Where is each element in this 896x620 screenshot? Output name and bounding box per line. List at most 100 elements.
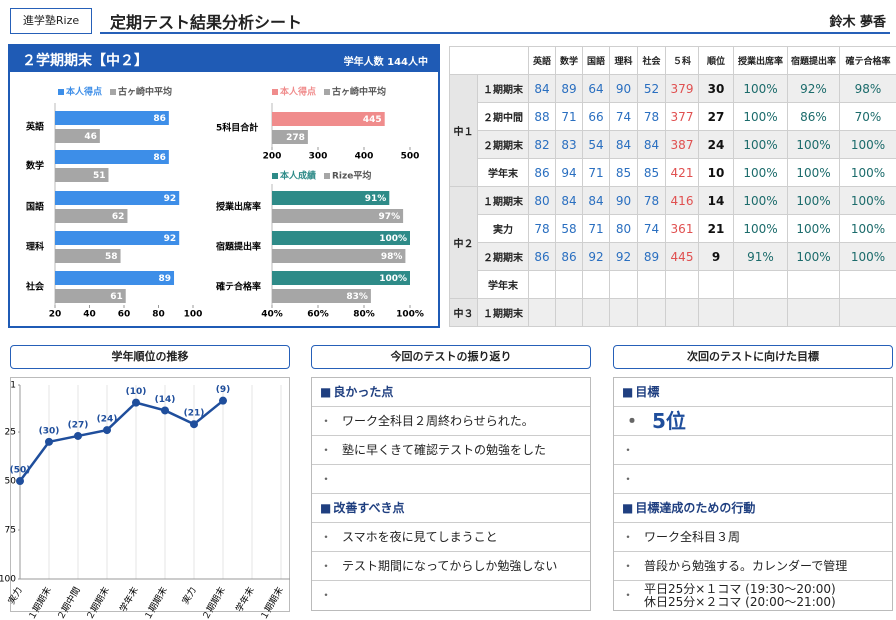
x-tick-label: 40: [83, 310, 96, 320]
review-title: 今回のテストの振り返り: [311, 345, 591, 369]
legend-label: 本人得点: [280, 86, 316, 98]
score-cell: 92: [609, 242, 638, 271]
score-cell: 88: [528, 102, 556, 131]
score-cell: [609, 298, 638, 327]
legend-label: 本人得点: [66, 86, 102, 98]
rank-value-label: (27): [68, 420, 89, 430]
bar-value-label: 46: [84, 132, 97, 142]
category-label: 確テ合格率: [216, 281, 261, 293]
score-cell: 66: [582, 102, 610, 131]
rank-value-label: (21): [184, 409, 205, 419]
legend-swatch: [110, 89, 116, 95]
category-label: 国語: [26, 201, 44, 213]
score-cell: [665, 298, 699, 327]
title-rule: [100, 32, 890, 34]
bar-value-label: 51: [93, 171, 106, 181]
bar: [272, 209, 404, 223]
x-tick-label: ２期中間: [54, 585, 82, 620]
score-cell: 85: [609, 158, 638, 187]
score-cell: 100%: [733, 74, 788, 103]
bar: [55, 249, 121, 263]
score-cell: 83: [555, 130, 583, 159]
term-cell: １期期末: [477, 74, 529, 103]
score-cell: 100%: [839, 214, 896, 243]
summary-bar: ２学期期末【中２】 学年人数 144人中: [10, 46, 438, 72]
bar: [55, 231, 180, 245]
bar-value-label: 89: [158, 274, 171, 284]
term-cell: １期期末: [477, 298, 529, 327]
bar-value-label: 86: [153, 153, 166, 163]
score-row: ２期期末 82 83 54 84 84 387 24 100% 100% 100%: [449, 130, 896, 159]
score-cell: 89: [555, 74, 583, 103]
term-cell: １期期末: [477, 186, 529, 215]
legend-label: 古ヶ崎中平均: [332, 86, 386, 98]
category-label: 社会: [25, 281, 45, 293]
x-tick-label: 60%: [307, 310, 329, 320]
grade-cell: 中３: [449, 298, 478, 327]
rank-line: [18, 399, 224, 482]
score-cell: 52: [637, 74, 666, 103]
score-cell: 78: [637, 186, 666, 215]
score-cell: 84: [582, 186, 610, 215]
x-tick-label: 20: [49, 310, 62, 320]
bar: [55, 111, 169, 125]
score-cell: 361: [665, 214, 699, 243]
x-tick-label: 100: [184, 310, 203, 320]
x-tick-label: 40%: [261, 310, 283, 320]
rank-frame: [10, 377, 290, 612]
score-cell: 86%: [787, 102, 840, 131]
term-cell: ２期中間: [477, 102, 529, 131]
score-row: 学年末 86 94 71 85 85 421 10 100% 100% 100%: [450, 158, 896, 187]
bar: [55, 289, 126, 303]
legend-swatch: [272, 173, 278, 179]
school-label: 進学塾Rize: [10, 8, 92, 34]
bar: [55, 168, 109, 182]
bar: [272, 191, 390, 205]
term-cell: 学年末: [477, 270, 529, 299]
bar: [55, 150, 169, 164]
bar: [272, 289, 371, 303]
x-tick-label: ２期期末: [83, 585, 111, 620]
bar: [272, 249, 406, 263]
bar: [272, 112, 385, 126]
x-tick-label: 500: [401, 152, 420, 162]
score-cell: 94: [555, 158, 583, 187]
category-label: 理科: [26, 241, 44, 253]
bar: [55, 191, 180, 205]
bar-value-label: 83%: [346, 292, 368, 302]
rank-point: [74, 431, 82, 440]
legend-label: 本人成績: [280, 170, 316, 182]
bar: [272, 231, 410, 245]
bar-value-label: 58: [105, 252, 118, 262]
score-cell: [787, 298, 840, 327]
bar-value-label: 62: [112, 212, 125, 222]
score-row: ２期期末 86 86 92 92 89 445 9 91% 100% 100%: [449, 242, 896, 271]
y-tick-label: 100: [0, 575, 16, 585]
column-header: 宿題提出率: [787, 46, 840, 75]
score-cell: 100%: [839, 158, 896, 187]
score-cell: 379: [665, 74, 699, 103]
goals-list: 目標5位目標達成のための行動ワーク全科目３周普段から勉強する。カレンダーで管理平…: [613, 377, 893, 611]
rank-value-label: (30): [39, 426, 60, 436]
bar: [272, 130, 308, 144]
score-cell: [839, 298, 896, 327]
score-cell: 86: [555, 242, 583, 271]
x-tick-label: １期期末: [257, 585, 285, 620]
legend-swatch: [324, 173, 330, 179]
term-label: ２学期期末【中２】: [22, 53, 148, 69]
bar-value-label: 61: [110, 292, 123, 302]
x-tick-label: ２期期末: [199, 585, 227, 620]
x-tick-label: 200: [263, 152, 282, 162]
score-cell: 14: [698, 186, 734, 215]
summary-panel: [8, 44, 440, 328]
score-cell: 71: [555, 102, 583, 131]
score-cell: 92%: [787, 74, 840, 103]
rank-title: 学年順位の推移: [10, 345, 290, 369]
legend-swatch: [272, 89, 278, 95]
score-cell: 100%: [839, 186, 896, 215]
rank-value-label: (50): [10, 466, 31, 476]
bar-value-label: 445: [363, 115, 382, 125]
score-cell: 100%: [733, 130, 788, 159]
list-item: 平日25分×１コマ (19:30〜20:00) 休日25分×２コマ (20:00…: [614, 581, 892, 610]
